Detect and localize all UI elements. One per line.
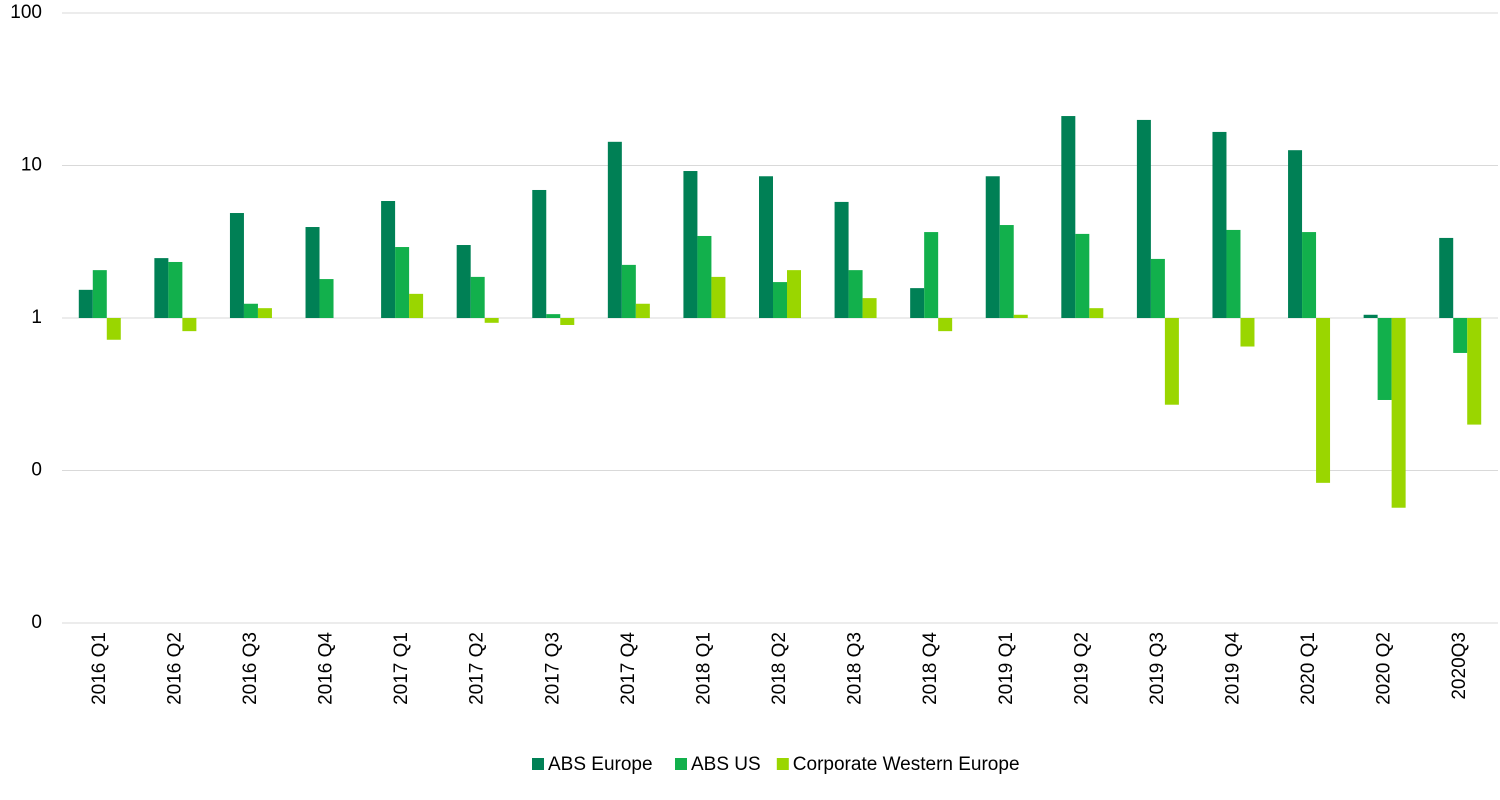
bar <box>409 293 424 318</box>
bar <box>1453 318 1468 353</box>
bar <box>1226 229 1241 318</box>
bar <box>546 314 561 318</box>
bar <box>484 318 499 323</box>
bar <box>1061 116 1076 318</box>
bar <box>1013 314 1028 318</box>
y-tick-label: 0 <box>31 612 42 633</box>
x-tick-label: 2016 Q4 <box>316 632 337 705</box>
bar <box>1377 318 1392 400</box>
legend-swatch <box>532 758 544 770</box>
x-tick-label: 2016 Q3 <box>240 632 261 705</box>
bar <box>1212 131 1227 318</box>
bar <box>1288 150 1303 318</box>
bar <box>848 270 863 318</box>
bar <box>1391 318 1406 508</box>
bar <box>243 303 258 318</box>
bar <box>862 298 877 318</box>
bar <box>229 213 244 318</box>
bar <box>1150 258 1165 318</box>
bar <box>607 141 622 318</box>
y-tick-label: 100 <box>10 2 42 23</box>
bar <box>1363 314 1378 318</box>
bar <box>1467 318 1482 425</box>
bar <box>168 261 183 318</box>
bar <box>470 276 485 318</box>
x-tick-label: 2020Q3 <box>1449 632 1470 700</box>
bar <box>1302 232 1317 318</box>
x-tick-label: 2020 Q2 <box>1374 632 1395 705</box>
y-tick-label: 10 <box>21 155 42 176</box>
bar <box>305 227 320 318</box>
x-tick-label: 2017 Q3 <box>542 632 563 705</box>
bar <box>938 318 953 332</box>
y-tick-label: 1 <box>31 307 42 328</box>
x-tick-label: 2019 Q1 <box>996 632 1017 705</box>
bar <box>1089 308 1104 318</box>
bar <box>999 225 1014 318</box>
x-tick-label: 2018 Q1 <box>693 632 714 705</box>
bar <box>635 303 650 318</box>
bar <box>560 318 575 325</box>
legend-label: Corporate Western Europe <box>793 754 1020 775</box>
bar <box>773 282 787 318</box>
bar <box>1136 119 1151 319</box>
bar <box>532 189 547 318</box>
x-tick-label: 2018 Q3 <box>845 632 866 705</box>
bar <box>683 171 698 318</box>
bar <box>787 270 801 318</box>
bar <box>1439 237 1454 318</box>
x-tick-label: 2018 Q2 <box>769 632 790 705</box>
bar <box>319 279 334 318</box>
x-tick-label: 2018 Q4 <box>920 632 941 705</box>
x-tick-label: 2016 Q2 <box>164 632 185 705</box>
bar <box>759 176 773 318</box>
bar <box>78 289 93 318</box>
bar <box>1164 318 1179 405</box>
x-tick-label: 2017 Q1 <box>391 632 412 705</box>
x-tick-label: 2020 Q1 <box>1298 632 1319 705</box>
bar <box>154 258 169 318</box>
bar <box>1316 318 1331 483</box>
legend-swatch <box>776 758 789 770</box>
bar <box>711 276 726 318</box>
bar <box>910 288 925 318</box>
y-tick-label: 0 <box>31 460 42 481</box>
bar <box>985 176 1000 318</box>
bar <box>1240 318 1255 347</box>
bar <box>456 245 471 318</box>
bar <box>621 264 636 318</box>
legend-swatch <box>675 758 687 770</box>
bar <box>924 232 939 318</box>
bar <box>834 201 849 318</box>
bar <box>395 247 410 318</box>
x-tick-label: 2017 Q2 <box>467 632 488 705</box>
x-tick-label: 2019 Q4 <box>1222 632 1243 705</box>
bar <box>106 318 121 340</box>
x-tick-label: 2017 Q4 <box>618 632 639 705</box>
bar <box>182 318 197 332</box>
x-tick-label: 2019 Q3 <box>1147 632 1168 705</box>
bar <box>257 308 272 318</box>
x-tick-label: 2019 Q2 <box>1071 632 1092 705</box>
legend-label: ABS US <box>691 754 761 775</box>
x-tick-label: 2016 Q1 <box>89 632 110 705</box>
bar <box>92 270 107 318</box>
bar <box>381 201 396 318</box>
bar <box>1075 233 1090 318</box>
legend-label: ABS Europe <box>548 754 653 775</box>
bar <box>697 235 712 318</box>
